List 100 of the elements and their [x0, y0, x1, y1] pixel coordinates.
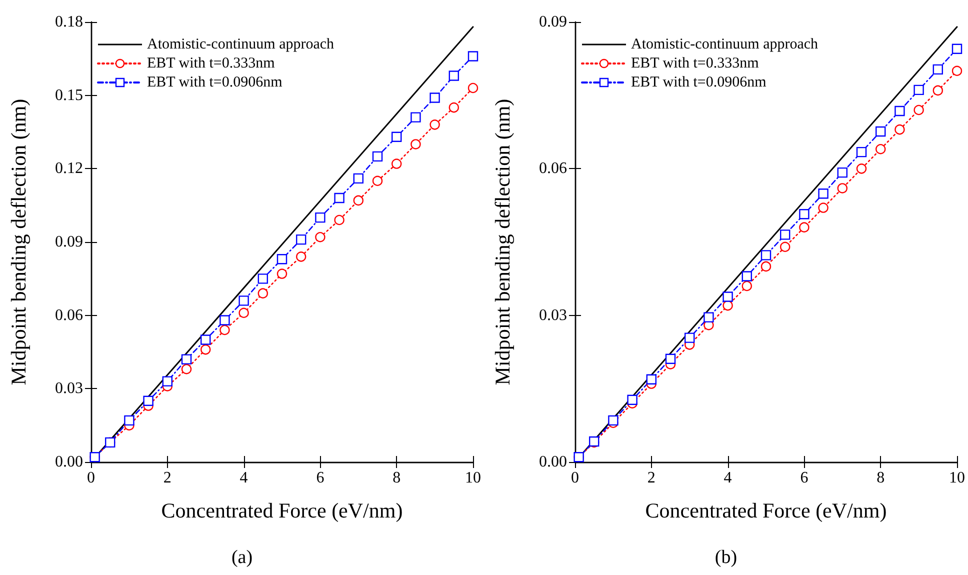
point: [799, 209, 810, 220]
point: [276, 268, 288, 279]
point: [315, 212, 326, 223]
point: [646, 374, 656, 384]
point: [430, 120, 440, 130]
point: [952, 66, 962, 76]
point: [392, 158, 402, 169]
legend-label: EBT with t=0.333nm: [631, 56, 760, 72]
y-tick-label: 0.09: [55, 234, 83, 250]
y-tick-label: 0.09: [539, 14, 567, 30]
text: (a): [231, 547, 253, 568]
point: [353, 195, 364, 206]
point: [876, 126, 886, 137]
y-tick-label: 0.00: [55, 454, 83, 470]
x-tick-label: 0: [571, 470, 579, 486]
point: [430, 92, 440, 103]
point: [914, 104, 924, 116]
point: [200, 334, 211, 345]
point: [914, 84, 924, 96]
x-tick-label: 8: [392, 470, 401, 486]
point: [722, 300, 733, 311]
x-tick-label: 0: [87, 470, 95, 486]
point: [608, 415, 618, 426]
point: [392, 132, 402, 142]
point: [932, 64, 943, 75]
x-axis-title: Concentrated Force (eV/nm): [645, 498, 887, 522]
y-tick-label: 0.06: [539, 160, 567, 178]
point: [837, 183, 848, 194]
point: [799, 222, 810, 232]
x-tick-label: 6: [316, 470, 324, 486]
point: [143, 396, 154, 406]
legend-label: Atomistic-continuum approach: [147, 36, 335, 52]
point: [837, 167, 848, 178]
point: [334, 192, 344, 204]
point: [932, 85, 943, 96]
point: [220, 324, 230, 336]
point: [780, 242, 790, 252]
y-tick-label: 0.03: [539, 306, 567, 324]
x-tick-label: 8: [876, 470, 885, 486]
point: [818, 188, 828, 199]
point: [742, 271, 752, 282]
point: [181, 354, 192, 364]
point: [468, 51, 478, 62]
y-axis-title: Midpoint bending deflection (nm): [6, 98, 30, 386]
point: [665, 354, 676, 364]
point: [220, 315, 230, 326]
y-tick-label: 0.06: [55, 306, 83, 324]
point: [410, 139, 421, 150]
point: [742, 280, 752, 292]
point: [372, 176, 383, 186]
point: [856, 164, 867, 174]
y-tick-label: 0.12: [55, 160, 83, 178]
point: [468, 82, 478, 94]
text: (b): [714, 547, 738, 568]
legend-label: Atomistic-continuum approach: [631, 36, 819, 52]
x-tick-label: 2: [163, 470, 172, 486]
point: [296, 234, 306, 245]
x-tick-label: 4: [240, 470, 248, 486]
point: [238, 296, 249, 306]
point: [296, 252, 306, 262]
point: [162, 376, 172, 386]
x-tick-label: 10: [949, 470, 965, 486]
point: [410, 112, 421, 122]
point: [760, 250, 772, 260]
point: [894, 106, 905, 116]
point: [315, 232, 326, 242]
point: [258, 288, 268, 298]
legend-label: EBT with t=0.0906nm: [147, 74, 283, 90]
point: [856, 146, 867, 158]
point: [181, 364, 192, 374]
point: [684, 332, 695, 343]
point: [200, 344, 211, 355]
x-tick-label: 4: [724, 470, 732, 486]
point: [818, 202, 828, 213]
point: [952, 44, 962, 54]
point: [780, 230, 790, 240]
x-tick-label: 6: [800, 470, 808, 486]
point: [238, 308, 249, 318]
point: [876, 144, 886, 154]
point: [448, 70, 459, 81]
y-tick-label: 0.00: [539, 454, 567, 470]
legend-label: EBT with t=0.333nm: [147, 56, 276, 72]
y-tick-label: 0.03: [55, 380, 83, 398]
x-tick-label: 10: [465, 470, 481, 486]
point: [448, 102, 459, 113]
point: [760, 261, 772, 272]
point: [258, 274, 268, 284]
x-tick-label: 2: [647, 470, 656, 486]
y-axis-title: Midpoint bending deflection (nm): [490, 98, 514, 386]
point: [124, 415, 134, 426]
point: [894, 124, 905, 135]
point: [704, 312, 714, 322]
legend-label: EBT with t=0.0906nm: [631, 74, 767, 90]
x-axis-title: Concentrated Force (eV/nm): [161, 498, 403, 522]
point: [353, 173, 364, 184]
point: [334, 214, 344, 226]
point: [722, 292, 733, 302]
point: [276, 254, 288, 264]
y-tick-label: 0.18: [55, 14, 83, 30]
y-tick-label: 0.15: [55, 86, 83, 104]
